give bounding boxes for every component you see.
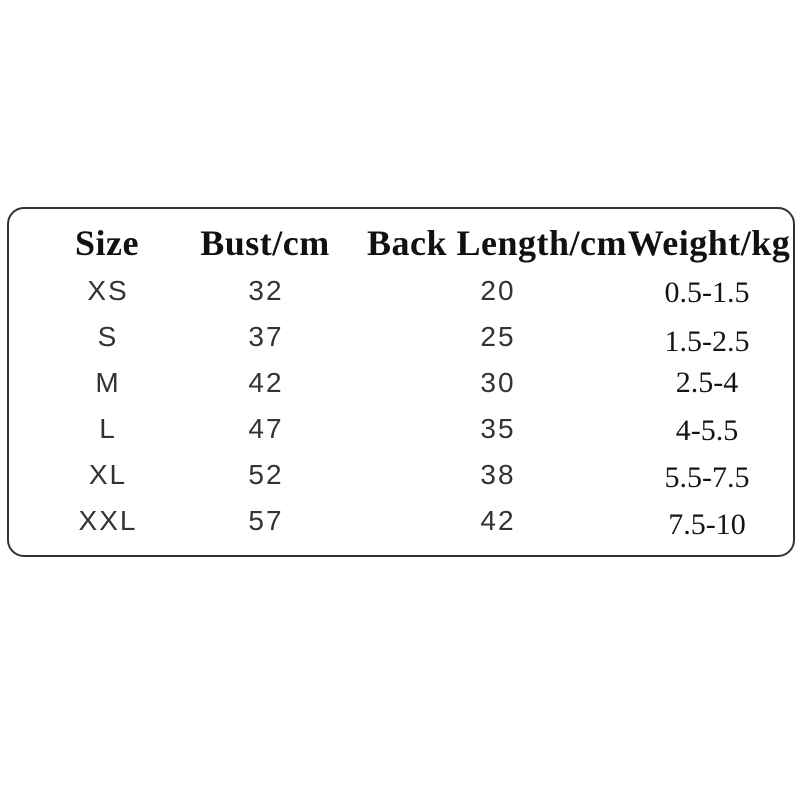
cell-bust: 37	[248, 321, 284, 352]
table-header-row: Size Bust/cm Back Length/cm Weight/kg	[9, 209, 793, 268]
cell-size: XL	[88, 459, 128, 490]
cell-weight: 5.5-7.5	[664, 461, 750, 494]
cell-weight: 2.5-4	[675, 366, 739, 399]
cell-size: L	[99, 413, 117, 444]
cell-size: M	[95, 367, 121, 398]
cell-back-length: 30	[480, 367, 516, 398]
table-row: XL 52 38 5.5-7.5	[9, 452, 793, 498]
cell-weight: 1.5-2.5	[664, 325, 750, 358]
table-row: XS 32 20 0.5-1.5	[9, 268, 793, 314]
column-header-size: Size	[75, 222, 139, 263]
column-header-back-length: Back Length/cm	[366, 222, 627, 263]
cell-size: XS	[87, 275, 129, 306]
cell-weight: 7.5-10	[668, 508, 746, 541]
cell-bust: 47	[248, 413, 284, 444]
table-row: M 42 30 2.5-4	[9, 360, 793, 406]
cell-bust: 52	[248, 459, 284, 490]
table-row: L 47 35 4-5.5	[9, 406, 793, 452]
column-header-bust: Bust/cm	[200, 222, 330, 263]
cell-back-length: 42	[480, 505, 516, 536]
table-row: S 37 25 1.5-2.5	[9, 314, 793, 360]
cell-bust: 42	[248, 367, 284, 398]
cell-back-length: 38	[480, 459, 516, 490]
cell-weight: 0.5-1.5	[664, 276, 750, 309]
cell-size: XXL	[78, 505, 138, 536]
size-chart-table: Size Bust/cm Back Length/cm Weight/kg XS…	[7, 207, 795, 557]
cell-bust: 57	[248, 505, 284, 536]
table-row: XXL 57 42 7.5-10	[9, 498, 793, 544]
cell-back-length: 25	[480, 321, 516, 352]
cell-back-length: 20	[480, 275, 516, 306]
cell-back-length: 35	[480, 413, 516, 444]
cell-bust: 32	[248, 275, 284, 306]
column-header-weight: Weight/kg	[627, 222, 791, 263]
cell-weight: 4-5.5	[675, 414, 739, 447]
cell-size: S	[97, 321, 119, 352]
